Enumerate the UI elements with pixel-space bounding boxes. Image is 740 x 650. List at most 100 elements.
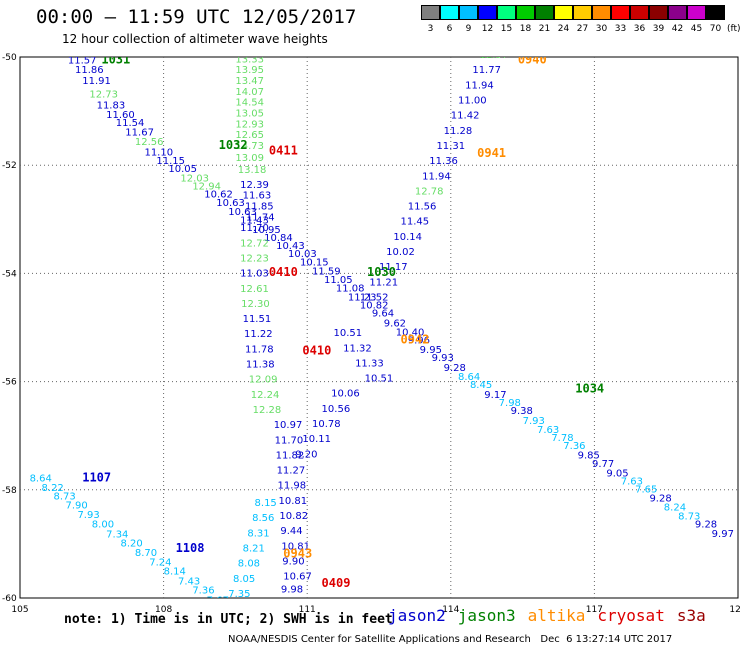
wave-height-value: 8.64 [30, 474, 52, 485]
wave-height-value: 11.52 [360, 292, 389, 303]
wave-height-value: 10.62 [204, 190, 233, 201]
wave-height-value: 9.90 [282, 556, 304, 567]
wave-height-value: 11.83 [97, 100, 126, 111]
color-scale-label: 12 [481, 24, 494, 34]
footnote: note: 1) Time is in UTC; 2) SWH is in fe… [64, 612, 393, 627]
wave-height-value: 10.78 [312, 419, 341, 430]
wave-height-value: 14.00 [487, 35, 516, 46]
wave-height-value: 9.93 [432, 353, 454, 364]
y-tick-label: -50 [2, 53, 17, 63]
wave-height-value: 10.81 [281, 541, 310, 552]
wave-height-value: 12.09 [249, 375, 278, 386]
wave-height-value: 9.20 [295, 449, 317, 460]
wave-height-value: 9.28 [695, 520, 717, 531]
wave-height-value: 11.85 [245, 202, 274, 213]
pass-time-label: 0410 [269, 265, 298, 279]
color-scale-label: 3 [427, 24, 434, 34]
color-swatch [516, 5, 535, 20]
pass-time-label: 0409 [322, 576, 351, 590]
wave-height-value: 10.05 [168, 164, 197, 175]
y-tick-label: -58 [2, 486, 17, 496]
wave-height-value: 13.09 [235, 153, 264, 164]
wave-height-value: 13.33 [235, 54, 264, 65]
wave-height-value: 7.43 [178, 576, 200, 587]
wave-height-value: 9.44 [280, 526, 302, 537]
legend-entry: s3a [676, 606, 706, 625]
wave-height-value: 9.38 [511, 406, 533, 417]
color-scale-label: 33 [614, 24, 627, 34]
wave-height-value: 10.81 [278, 496, 307, 507]
wave-height-value: 12.93 [235, 119, 264, 130]
wave-height-value: 7.93 [523, 416, 545, 427]
wave-height-value: 11.54 [116, 118, 145, 129]
wave-height-value: 11.98 [278, 481, 307, 492]
wave-height-value: 11.32 [343, 343, 372, 354]
wave-height-value: 7.34 [106, 529, 128, 540]
wave-height-value: 12.24 [251, 390, 280, 401]
x-tick-label: 105 [11, 605, 28, 615]
wave-height-value: 11.17 [379, 262, 408, 273]
satellite-legend: jason2 jason3 altika cryosat s3a [388, 606, 718, 625]
wave-height-value: 9.28 [649, 494, 671, 505]
pass-time-label: 0941 [477, 146, 506, 160]
wave-height-value: 8.31 [247, 528, 269, 539]
wave-height-value: 9.97 [712, 529, 734, 540]
color-swatch [554, 5, 573, 20]
wave-height-value: 11.63 [243, 191, 272, 202]
x-tick-label: 111 [299, 605, 316, 615]
color-scale-label: 42 [671, 24, 684, 34]
color-swatch [592, 5, 611, 20]
wave-height-value: 12.23 [240, 253, 269, 264]
color-swatch [630, 5, 649, 20]
wave-height-value: 12.30 [241, 299, 270, 310]
wave-height-value: 7.78 [551, 433, 573, 444]
wave-height-value: 8.08 [238, 559, 260, 570]
wave-height-value: 10.84 [264, 233, 293, 244]
wave-height-value: 11.51 [243, 314, 272, 325]
wave-height-value: 9.85 [578, 450, 600, 461]
wave-height-value: 10.02 [386, 247, 415, 258]
wave-height-value: 10.06 [331, 389, 360, 400]
wave-height-value: 11.38 [246, 360, 275, 371]
wave-height-value: 11.28 [444, 126, 473, 137]
color-swatch [649, 5, 668, 20]
color-scale-label: 24 [557, 24, 570, 34]
color-swatch [573, 5, 592, 20]
wave-height-value: 7.65 [635, 485, 657, 496]
wave-height-value: 11.86 [75, 65, 104, 76]
wave-height-value: 11.78 [245, 344, 274, 355]
wave-height-value: 8.56 [252, 513, 274, 524]
pass-time-label: 0942 [401, 333, 430, 347]
wave-height-value: 10.95 [252, 225, 281, 236]
wave-height-value: 13.49 [494, 20, 523, 31]
wave-height-value: 10.97 [274, 420, 303, 431]
wave-height-value: 10.11 [302, 434, 331, 445]
wave-height-value: 10.56 [322, 404, 351, 415]
pass-time-label: 1108 [176, 541, 205, 555]
color-scale-label: 15 [500, 24, 513, 34]
wave-height-value: 11.74 [246, 212, 275, 223]
pass-time-label: 1032 [219, 138, 248, 152]
wave-height-value: 11.94 [422, 171, 451, 182]
wave-height-value: 12.78 [415, 186, 444, 197]
wave-height-value: 9.77 [592, 459, 614, 470]
wave-height-value: 10.63 [228, 207, 257, 218]
wave-height-value: 10.03 [288, 249, 317, 260]
wave-height-value: 11.45 [401, 217, 430, 228]
legend-entry: cryosat [597, 606, 665, 625]
wave-height-value: 12.72 [240, 238, 269, 249]
wave-height-value: 12.28 [253, 405, 282, 416]
wave-height-value: 10.40 [396, 328, 425, 339]
color-scale-label: 45 [690, 24, 703, 34]
wave-height-value: 13.05 [235, 109, 264, 120]
wave-height-value: 8.73 [678, 512, 700, 523]
color-swatch [706, 5, 725, 20]
wave-height-value: 8.64 [458, 372, 480, 383]
wave-height-value: 11.03 [240, 269, 269, 280]
wave-height-value: 14.73 [235, 141, 264, 152]
legend-entry: jason2 [388, 606, 446, 625]
wave-height-value: 7.98 [499, 398, 521, 409]
y-tick-label: -56 [2, 378, 17, 388]
pass-time-label: 0943 [283, 546, 312, 560]
